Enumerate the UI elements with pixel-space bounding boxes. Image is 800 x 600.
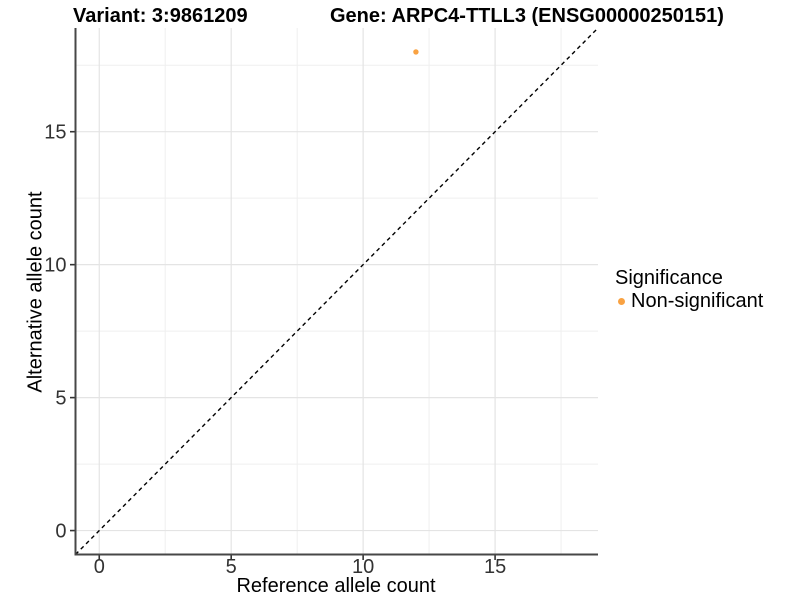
x-tick-label: 15 (484, 556, 506, 578)
x-tick-label: 5 (226, 556, 237, 578)
legend-point-icon (618, 297, 625, 305)
legend-item-label: Non-significant (631, 290, 764, 312)
legend-title: Significance (615, 267, 723, 289)
variant-title: Variant: 3:9861209 (73, 5, 248, 27)
y-tick-label: 5 (55, 388, 66, 410)
x-tick-label: 0 (94, 556, 105, 578)
data-point (413, 49, 419, 55)
legend: Significance Non-significant (613, 267, 763, 312)
y-tick-label: 15 (44, 122, 66, 144)
y-tick-label: 0 (55, 521, 66, 543)
legend-item-non-significant: Non-significant (613, 290, 763, 312)
y-axis-title: Alternative allele count (24, 191, 47, 393)
identity-line (75, 27, 599, 555)
y-tick-label: 10 (44, 255, 66, 277)
x-tick-label: 10 (352, 556, 374, 578)
gene-title: Gene: ARPC4-TTLL3 (ENSG00000250151) (330, 5, 724, 27)
x-axis-title: Reference allele count (236, 575, 436, 597)
